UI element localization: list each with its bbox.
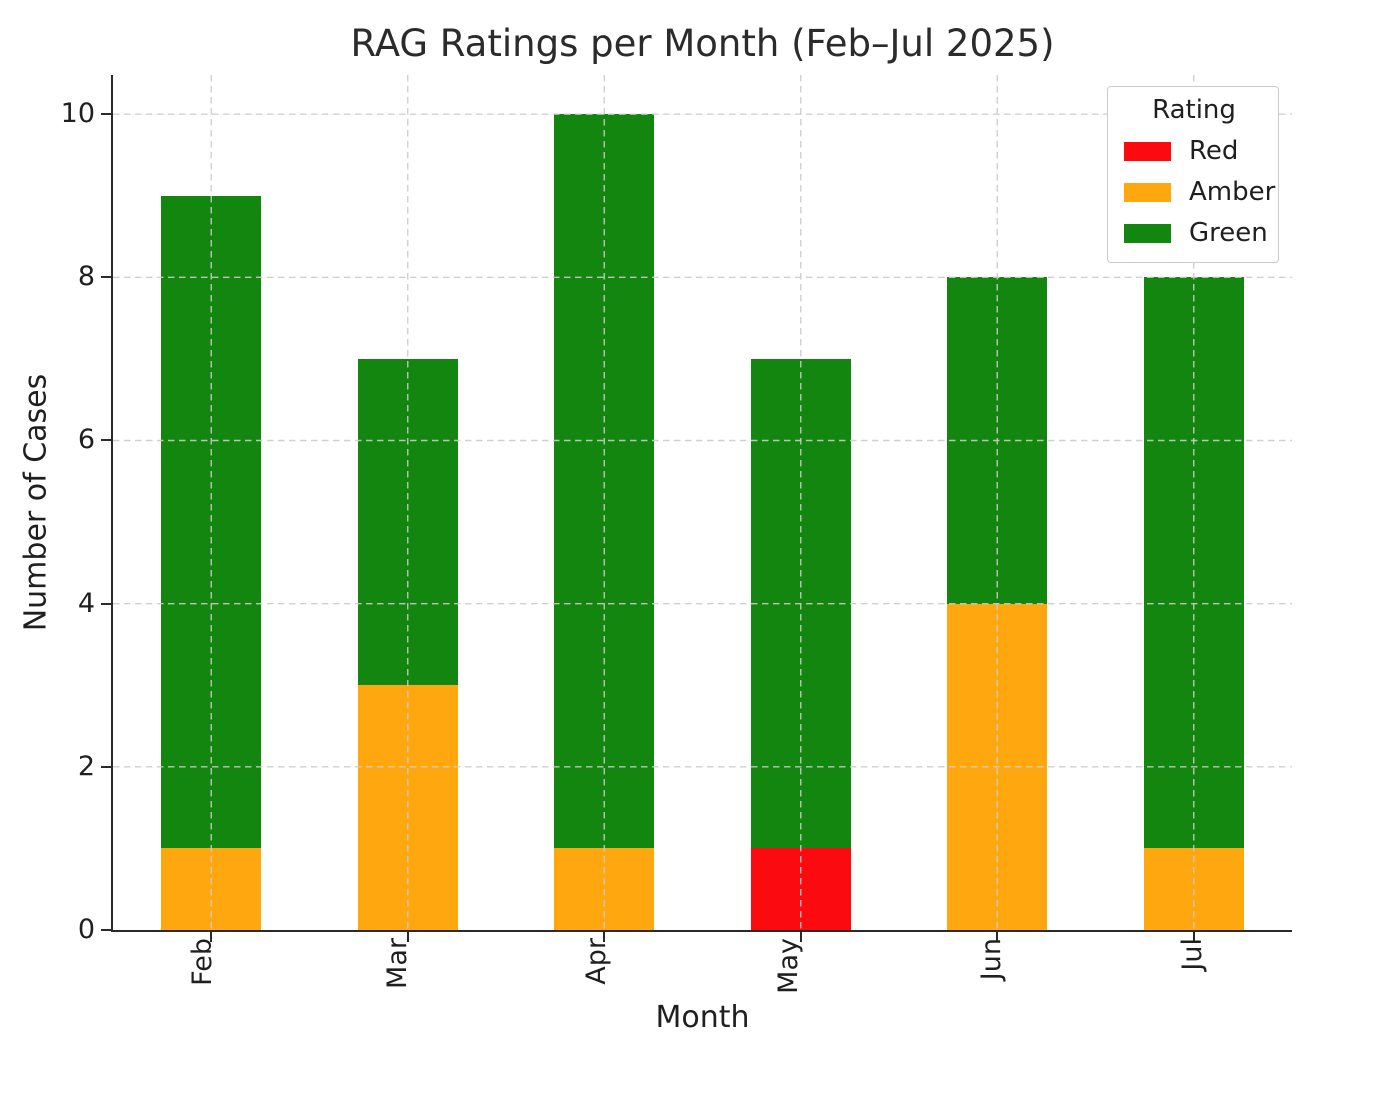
x-tick-may [799,932,802,942]
bar-mar-green [357,358,458,686]
bar-jul-green [1143,277,1244,849]
bar-apr-amber [554,848,655,930]
y-tick-label-4: 4 [77,587,95,619]
x-tick-label-text: May [772,938,804,994]
x-tick-label-text: Jul [1177,938,1209,971]
x-tick-label-text: Feb [187,938,219,986]
bar-jul-amber [1143,848,1244,930]
x-tick-label-text: Mar [382,938,414,989]
bar-may-green [750,358,851,849]
y-tick-label-6: 6 [77,424,95,456]
y-tick-2 [101,765,111,768]
legend-rows: Red Amber Green [1120,136,1275,248]
y-tick-10 [101,113,111,116]
legend-label: Red [1189,136,1239,166]
bar-jun-amber [947,603,1048,930]
x-tick-feb [210,932,213,942]
x-tick-label-text: Jun [976,938,1008,981]
x-tick-apr [603,932,606,942]
y-tick-label-2: 2 [77,750,95,782]
legend-label: Green [1189,218,1268,248]
x-tick-mar [406,932,409,942]
legend-swatch-amber [1124,182,1171,202]
legend-title: Rating [1152,95,1236,125]
bar-mar-amber [357,685,458,930]
y-tick-8 [101,276,111,279]
legend-row-red: Red [1120,136,1268,166]
y-tick-label-0: 0 [77,914,95,945]
bar-feb-amber [161,848,262,930]
y-tick-label-8: 8 [77,261,95,293]
legend-swatch-green [1124,223,1171,243]
bar-jun-green [947,277,1048,604]
bar-may-red [750,848,851,930]
x-tick-jun [996,932,999,942]
legend: Rating Red Amber Green [1107,86,1279,263]
y-tick-4 [101,602,111,605]
y-tick-0 [101,929,111,931]
legend-swatch-red [1124,141,1171,161]
y-tick-label-10: 10 [60,98,95,130]
chart-title: RAG Ratings per Month (Feb–Jul 2025) [350,22,1055,65]
x-tick-jul [1192,932,1195,942]
y-axis-label: Number of Cases [8,75,64,930]
legend-label: Amber [1189,177,1276,207]
legend-row-amber: Amber [1120,177,1275,207]
bar-feb-green [161,195,262,849]
x-tick-label-text: Apr [580,938,612,985]
legend-row-green: Green [1120,218,1268,248]
x-axis-label: Month [655,1000,750,1035]
y-tick-6 [101,439,111,442]
bar-apr-green [554,114,655,849]
